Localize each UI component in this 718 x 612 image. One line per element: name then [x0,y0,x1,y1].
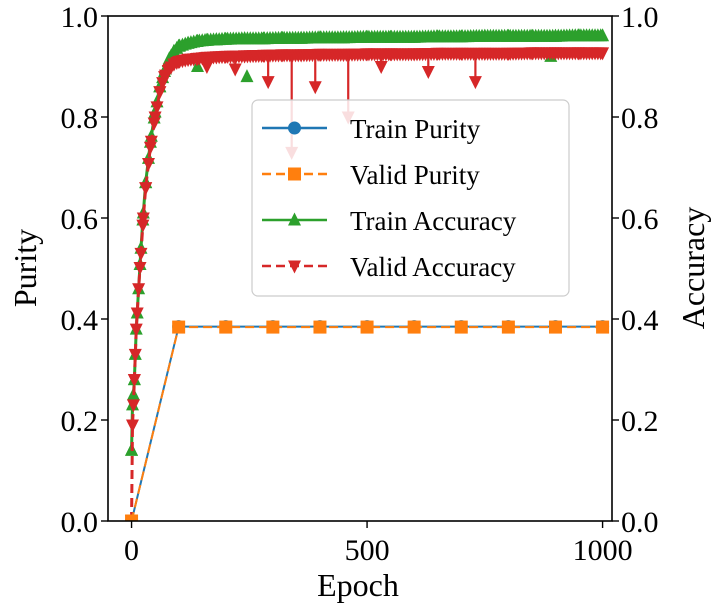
data-point [125,514,139,521]
y-right-axis-label: Accuracy [675,207,711,330]
series-line [130,325,603,521]
y-left-tick-label: 0.8 [61,102,99,135]
y-right-tick-label: 0.4 [621,304,659,337]
data-point [266,320,280,334]
spike-point [200,61,214,74]
x-tick-label: 0 [124,534,139,567]
data-point [136,219,150,233]
data-point [126,399,140,413]
legend-entry: Train Purity [262,114,481,144]
data-point [143,141,157,155]
legend-label: Train Purity [350,114,481,144]
legend-marker [288,212,301,226]
data-point [142,157,156,171]
y-left-axis-label: Purity [7,229,43,307]
spike-point [228,63,242,77]
y-right-tick-label: 1.0 [621,1,659,34]
series-line [130,326,603,521]
data-point [153,86,167,100]
legend-marker [288,167,301,181]
legend-entry: Valid Purity [262,160,480,190]
spike-point [468,76,482,90]
y-right-tick-label: 0.0 [621,506,659,539]
data-point [133,261,147,275]
y-left-tick-label: 1.0 [61,1,99,34]
x-tick-label: 1000 [573,534,633,567]
data-point [313,320,327,334]
data-point [132,283,146,297]
series-layer [125,28,610,521]
y-left-axis-ticks: 0.0 0.2 0.4 0.6 0.8 1.0 [61,1,108,539]
data-point [144,135,158,149]
y-left-tick-label: 0.2 [61,405,99,438]
series-train-purity [125,320,610,521]
y-right-tick-label: 0.8 [621,102,659,135]
legend: Train Purity Valid Purity Train Accuracy Va… [251,99,570,297]
data-point [360,320,374,334]
spike-point [374,61,388,74]
data-point [129,323,143,337]
outlier-point [240,69,254,83]
data-point [501,320,515,334]
series-valid-purity [125,320,610,521]
data-point [134,247,148,261]
data-point [594,28,608,42]
legend-label: Valid Purity [350,160,480,190]
x-axis-label: Epoch [317,567,399,603]
data-point [150,101,164,115]
legend-frame [251,99,570,297]
data-point [454,320,468,334]
spike-point [421,66,435,80]
data-point [130,307,144,321]
data-point [407,320,421,334]
legend-label: Valid Accuracy [350,252,516,282]
data-point [128,348,142,362]
y-right-tick-label: 0.6 [621,203,659,236]
y-left-tick-label: 0.4 [61,304,99,337]
data-point [147,117,161,131]
spike-point [308,81,322,95]
spike-point [261,76,275,90]
data-point [127,374,141,388]
data-point [136,212,150,226]
y-right-tick-label: 0.2 [621,405,659,438]
data-point [548,320,562,334]
legend-marker [288,260,301,274]
y-left-tick-label: 0.0 [61,506,99,539]
data-point [596,320,610,334]
y-left-tick-label: 0.6 [61,203,99,236]
data-point [139,182,153,196]
x-tick-label: 500 [345,534,390,567]
data-point [219,320,233,334]
legend-label: Train Accuracy [350,206,517,236]
legend-marker [288,121,301,135]
legend-entry: Valid Accuracy [262,252,516,282]
y-right-axis-ticks: 0.0 0.2 0.4 0.6 0.8 1.0 [612,1,659,539]
series-valid-accuracy [125,47,610,521]
data-point [172,320,186,334]
data-point [125,419,139,433]
data-point [594,47,608,61]
plot-frame [107,15,613,522]
legend-entry: Train Accuracy [262,206,517,236]
x-axis-ticks: 0 500 1000 [124,521,633,567]
